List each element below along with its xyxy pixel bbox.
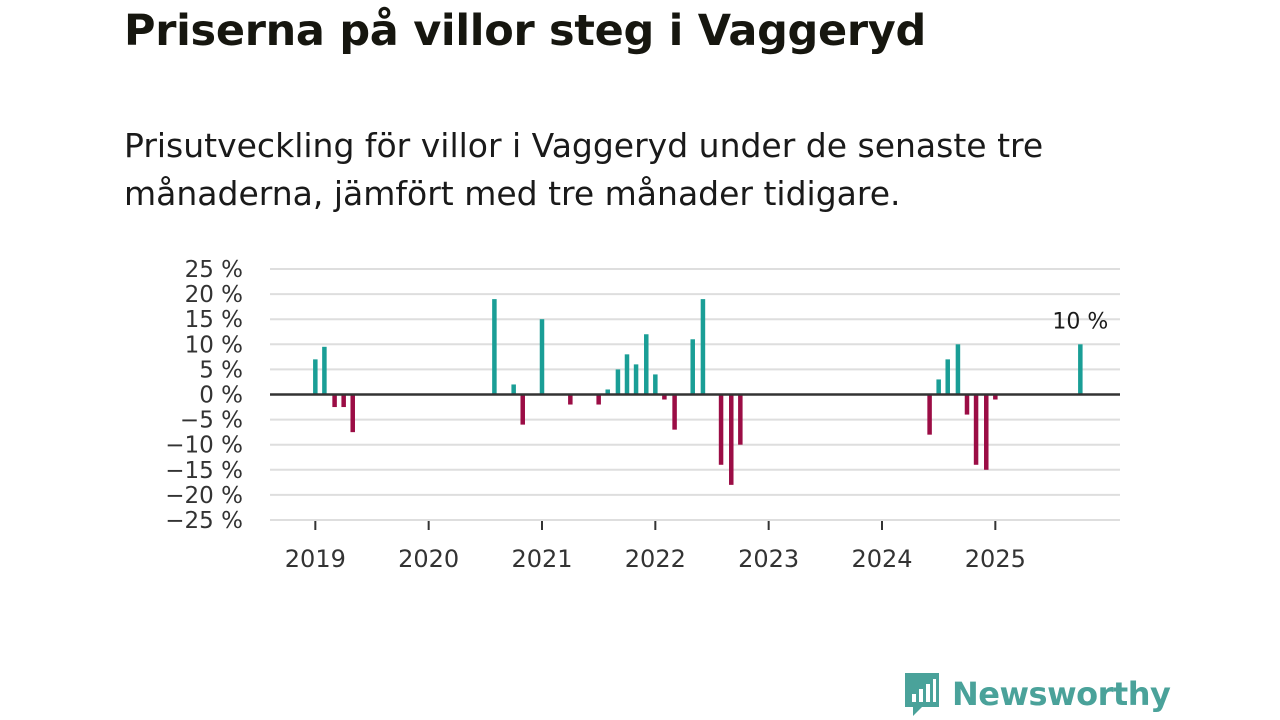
y-tick-label: 5 % [199, 357, 243, 383]
bar [624, 354, 630, 395]
bar [993, 394, 998, 400]
y-axis-ticks: 25 %20 %15 %10 %5 %0 %−5 %−10 %−15 %−20 … [165, 257, 243, 534]
y-tick-label: 25 % [185, 257, 243, 283]
bar [973, 394, 979, 465]
bar [633, 364, 639, 395]
bar [662, 394, 667, 400]
x-tick-label: 2019 [285, 545, 346, 573]
y-tick-label: 10 % [185, 332, 243, 358]
logo-text: Newsworthy [952, 675, 1171, 713]
bar [945, 359, 950, 395]
chart-title: Priserna på villor steg i Vaggeryd [124, 6, 927, 56]
grid-lines [270, 268, 1120, 521]
bar [700, 299, 706, 395]
x-tick-label: 2020 [398, 545, 459, 573]
bar [738, 394, 743, 445]
bar [984, 394, 989, 470]
bar [729, 394, 734, 485]
bar [313, 359, 318, 395]
bar [568, 394, 573, 405]
y-tick-label: −15 % [165, 458, 243, 484]
newsworthy-chat-bars-icon [905, 673, 939, 716]
bar [964, 394, 970, 415]
bar [955, 344, 961, 395]
bar [644, 334, 649, 395]
bar [511, 384, 516, 395]
bar [1078, 344, 1083, 395]
x-tick-label: 2022 [625, 545, 686, 573]
chart-subtitle: Prisutveckling för villor i Vaggeryd und… [124, 126, 1044, 213]
last-value-annotation: 10 % [1052, 309, 1108, 334]
bar [322, 346, 327, 395]
bar [520, 394, 525, 425]
bar [341, 394, 346, 408]
y-tick-label: −25 % [165, 508, 243, 534]
bar [350, 394, 355, 433]
x-tick-label: 2024 [851, 545, 912, 573]
bar [718, 394, 724, 465]
y-tick-label: −20 % [165, 483, 243, 509]
bar [539, 319, 545, 395]
newsworthy-logo: Newsworthy [902, 670, 1171, 718]
y-tick-label: −10 % [165, 433, 243, 459]
bar [492, 299, 497, 395]
x-tick-label: 2023 [738, 545, 799, 573]
y-tick-label: −5 % [180, 408, 243, 434]
x-axis-ticks: 2019 2020 2021 2022 2023 2024 2025 [285, 521, 1026, 573]
bar [927, 394, 932, 435]
y-tick-label: 20 % [185, 282, 243, 308]
y-tick-label: 0 % [199, 383, 243, 409]
bar [672, 394, 677, 430]
x-tick-label: 2021 [511, 545, 572, 573]
bar [690, 339, 695, 395]
y-tick-label: 15 % [185, 307, 243, 333]
bar [605, 389, 610, 395]
x-tick-label: 2025 [965, 545, 1026, 573]
bar [936, 379, 941, 395]
bar [596, 394, 601, 405]
bar [332, 394, 337, 408]
bar [615, 369, 621, 395]
bar [653, 374, 658, 395]
bars [313, 299, 1083, 485]
